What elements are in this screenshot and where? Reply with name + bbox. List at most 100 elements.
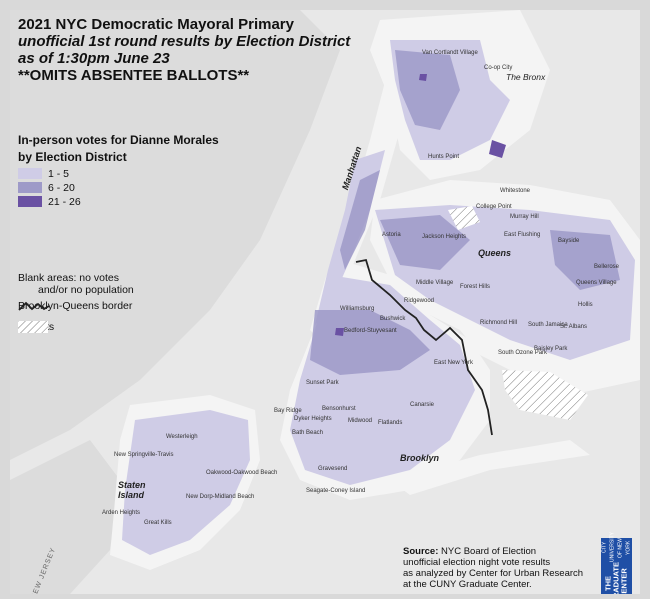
district-fill-mid <box>550 230 620 290</box>
airport-legend-item: Airports <box>18 321 54 333</box>
place-label: East Flushing <box>504 232 541 238</box>
place-label: Murray Hill <box>510 214 539 220</box>
place-label: Van Cortlandt Village <box>422 50 478 56</box>
map-title: 2021 NYC Democratic Mayoral Primary unof… <box>18 16 350 84</box>
place-label: South Ozone Park <box>498 350 548 356</box>
place-label: Hollis <box>578 302 593 308</box>
place-label: Williamsburg <box>340 306 375 312</box>
logo-line: THE GRADUATE CENTER <box>603 562 629 594</box>
airport-laguardia <box>448 206 480 230</box>
district-fill-mid <box>380 215 470 270</box>
place-label: Gravesend <box>318 466 348 472</box>
title-line: unofficial 1st round results by Election… <box>18 33 351 50</box>
borough-label-bronx: The Bronx <box>506 72 546 82</box>
place-label: Bensonhurst <box>322 406 356 412</box>
legend-label: 1 - 5 <box>48 167 70 180</box>
place-label: Westerleigh <box>166 434 198 440</box>
place-label: Astoria <box>382 232 401 238</box>
source-line: NYC Board of Election <box>441 546 537 557</box>
place-label: St. Albans <box>560 324 588 330</box>
place-label: Oakwood-Oakwood Beach <box>206 470 278 476</box>
place-label: Flatlands <box>378 420 403 426</box>
district-fill-high <box>419 74 427 81</box>
place-label: Great Kills <box>144 520 172 526</box>
border-legend-item: Brooklyn-Queens border <box>18 300 132 312</box>
place-label: Forest Hills <box>460 284 491 290</box>
border-legend-label: Brooklyn-Queens border <box>18 300 133 312</box>
legend-item: 6 - 20 <box>18 181 219 194</box>
title-line: **OMITS ABSENTEE BALLOTS** <box>18 67 250 84</box>
legend: In-person votes for Dianne Morales by El… <box>18 132 219 208</box>
place-label: Jackson Heights <box>422 234 467 240</box>
place-label: East New York <box>434 360 474 366</box>
district-fill-mid <box>310 310 430 375</box>
place-label: College Point <box>476 204 512 210</box>
logo-line: CITY UNIVERSITY OF NEW YORK <box>601 532 632 563</box>
map-canvas <box>10 10 640 594</box>
airport-hatch-icon <box>18 321 48 333</box>
borough-label-staten-2: Island <box>118 490 145 500</box>
legend-item: 21 - 26 <box>18 195 219 208</box>
legend-label: 6 - 20 <box>48 181 75 194</box>
place-label: Richmond Hill <box>480 320 518 326</box>
place-label: Baisley Park <box>534 346 568 352</box>
legend-item: 1 - 5 <box>18 167 219 180</box>
place-label: Bath Beach <box>292 430 324 436</box>
place-label: Whitestone <box>500 188 531 194</box>
legend-swatch <box>18 182 42 193</box>
place-label: South Jamaica <box>528 322 568 328</box>
district-fill-mid <box>395 50 460 130</box>
district-fill-high <box>489 140 506 158</box>
place-label: Arden Heights <box>102 510 141 516</box>
border-line-icon <box>18 301 50 311</box>
logo-text: THE GRADUATE CENTER CITY UNIVERSITY OF N… <box>601 532 632 594</box>
new-jersey-land <box>10 10 340 460</box>
place-label: Hunts Point <box>428 154 460 160</box>
source-line: unofficial election night vote results <box>403 557 551 568</box>
place-label: Bedford-Stuyvesant <box>344 328 397 334</box>
place-label: Bellerose <box>594 264 620 270</box>
place-label: Seagate-Coney Island <box>306 488 366 494</box>
place-label: Bay Ridge <box>274 408 302 414</box>
legend-title: In-person votes for Dianne Morales <box>18 133 219 147</box>
district-fill-mid <box>340 170 380 270</box>
rockaway-land <box>390 440 590 495</box>
place-label: Midwood <box>348 418 373 424</box>
blank-areas-note: Blank areas: no votes and/or no populati… <box>18 272 134 296</box>
place-label: Sunset Park <box>306 380 339 386</box>
legend-swatch <box>18 196 42 207</box>
blank-note-line: Blank areas: no votes <box>18 272 119 284</box>
source-line: at the CUNY Graduate Center. <box>403 579 532 590</box>
source-line: as analyzed by Center for Urban Research <box>403 568 584 579</box>
legend-label: 21 - 26 <box>48 195 81 208</box>
place-label: Ridgewood <box>404 298 435 304</box>
place-label: Canarsie <box>410 402 435 408</box>
borough-label-queens: Queens <box>478 248 512 258</box>
place-label: Dyker Heights <box>294 416 332 422</box>
district-fill-high <box>335 328 344 336</box>
election-district-high <box>335 74 506 336</box>
new-jersey-south <box>10 440 120 594</box>
place-label: New Springville-Travis <box>114 452 174 458</box>
legend-subtitle: by Election District <box>18 150 127 164</box>
borough-label-staten-1: Staten <box>118 480 146 490</box>
election-district-mid <box>310 50 620 375</box>
place-label: Queens Village <box>576 280 617 286</box>
borough-label-brooklyn: Brooklyn <box>400 453 440 463</box>
place-label: Bushwick <box>380 316 406 322</box>
brooklyn-queens-border <box>355 258 493 436</box>
graduate-center-logo: THE GRADUATE CENTER CITY UNIVERSITY OF N… <box>601 532 632 594</box>
source-note: Source: NYC Board of Election unofficial… <box>403 546 583 590</box>
blank-note-line: and/or no population <box>38 284 134 296</box>
airport-jfk <box>502 370 588 420</box>
place-label: Co-op City <box>484 65 513 71</box>
title-line: 2021 NYC Democratic Mayoral Primary <box>18 16 294 33</box>
legend-swatch <box>18 168 42 179</box>
place-label: New Dorp-Midland Beach <box>186 494 255 500</box>
district-fill <box>122 410 250 555</box>
map-panel: NEW JERSEY The Bronx Manhattan Queens Br… <box>10 10 640 594</box>
title-line: as of 1:30pm June 23 <box>18 50 170 67</box>
source-prefix: Source: <box>403 546 439 557</box>
place-label: Middle Village <box>416 280 454 286</box>
place-label: Bayside <box>558 238 580 244</box>
